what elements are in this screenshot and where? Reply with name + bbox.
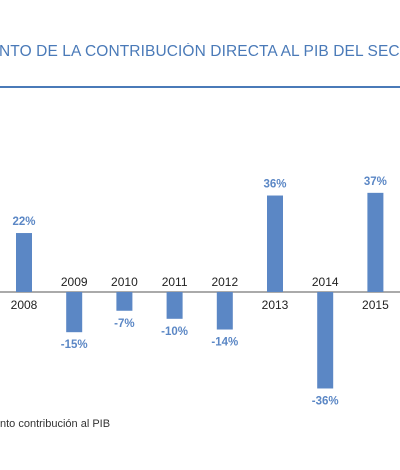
x-tick-label-2010: 2010: [111, 275, 138, 289]
data-label-2010: -7%: [114, 318, 134, 330]
data-label-2012: -14%: [211, 337, 238, 349]
bar-2009: [66, 292, 83, 333]
x-tick-label-2013: 2013: [262, 298, 289, 312]
bar-2014: [317, 292, 334, 389]
bar-2008: [16, 233, 32, 292]
bar-2015: [367, 192, 384, 292]
x-tick-label-2012: 2012: [211, 275, 238, 289]
x-tick-label-2008: 2008: [11, 298, 38, 312]
bar-2013: [267, 195, 283, 292]
data-label-2008: 22%: [12, 216, 35, 228]
bar-2010: [116, 292, 133, 311]
data-label-2015: 37%: [364, 176, 387, 188]
data-label-2013: 36%: [263, 179, 286, 191]
x-tick-label-2015: 2015: [362, 298, 389, 312]
x-tick-label-2009: 2009: [61, 275, 88, 289]
bar-2012: [216, 292, 233, 330]
data-label-2011: -10%: [161, 326, 188, 338]
x-tick-label-2014: 2014: [312, 275, 339, 289]
title-underline: [0, 86, 400, 88]
data-label-2009: -15%: [61, 339, 88, 351]
legend-entry: nto contribución al PIB: [0, 418, 111, 430]
chart-title: NTO DE LA CONTRIBUCIÓN DIRECTA AL PIB DE…: [0, 43, 400, 60]
data-label-2014: -36%: [312, 395, 339, 407]
bar-2011: [166, 292, 183, 319]
x-tick-label-2011: 2011: [162, 275, 188, 289]
